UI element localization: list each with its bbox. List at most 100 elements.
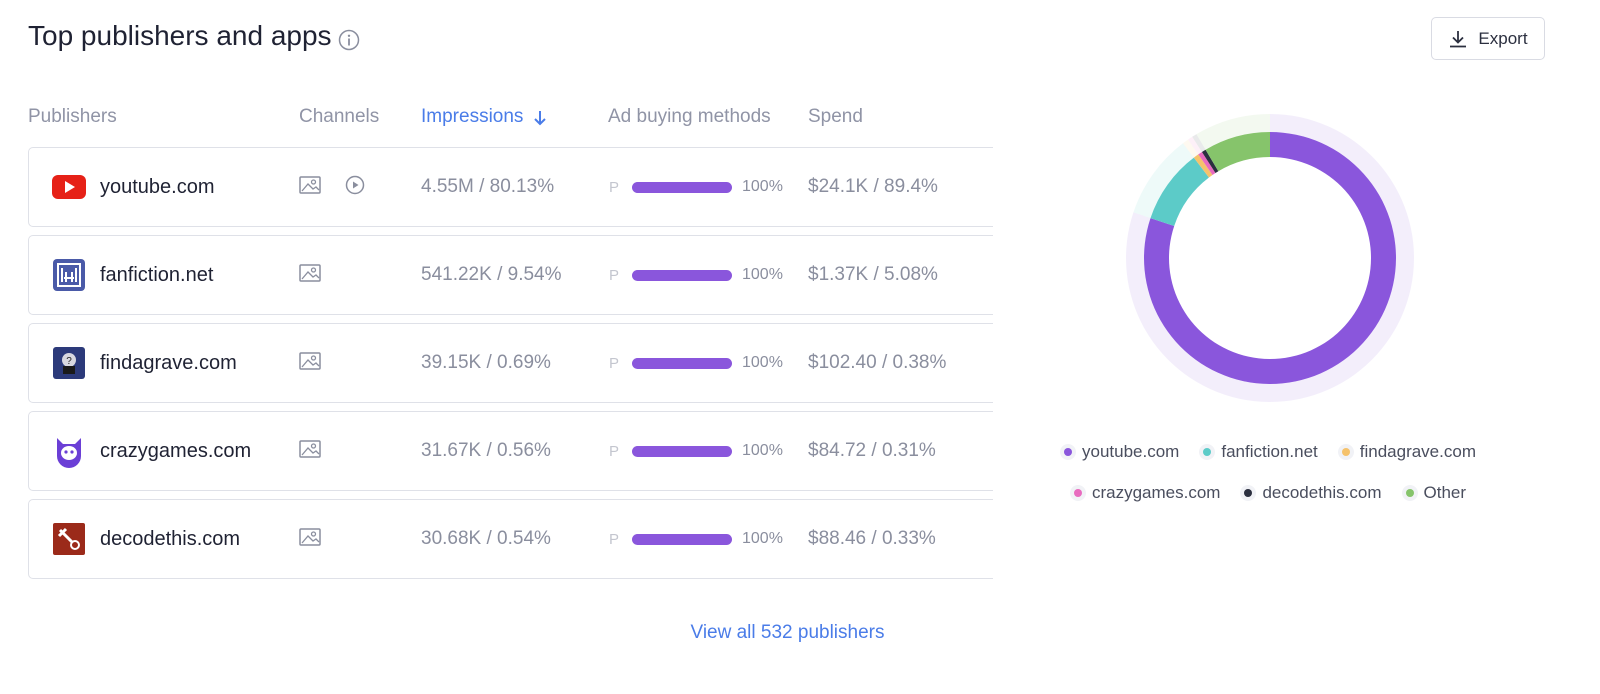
spend: $24.1K / 89.4% xyxy=(808,176,938,197)
column-header: Channels xyxy=(299,106,380,127)
icon-part xyxy=(299,352,321,370)
donut-slice xyxy=(1193,154,1213,178)
buying-method: P xyxy=(609,178,620,196)
legend-dot xyxy=(1073,488,1082,497)
publisher-name: fanfiction.net xyxy=(100,263,214,286)
donut-halo xyxy=(1196,114,1270,150)
icon-part xyxy=(338,29,360,51)
donut-halo xyxy=(1192,134,1206,152)
icon-part xyxy=(64,450,68,454)
legend-label: youtube.com xyxy=(1082,441,1180,461)
display-channel-icon xyxy=(299,264,321,282)
icon-part xyxy=(348,38,350,46)
channels-cell xyxy=(299,236,321,314)
impressions: 4.55M / 80.13% xyxy=(421,176,555,197)
view-all-link[interactable]: View all 532 publishers xyxy=(690,622,885,643)
export-button[interactable]: Export xyxy=(1431,17,1545,60)
legend-dot xyxy=(1341,447,1350,456)
icon-part xyxy=(345,175,365,195)
video-channel-icon xyxy=(345,175,365,195)
channels-cell xyxy=(299,412,321,490)
channels-cell xyxy=(299,148,365,226)
export-label: Export xyxy=(1478,28,1528,48)
legend-item: crazygames.com xyxy=(1073,481,1221,504)
icon-part xyxy=(65,181,75,193)
impressions: 39.15K / 0.69% xyxy=(421,352,551,373)
icon-part xyxy=(53,259,85,291)
legend-label: Other xyxy=(1423,482,1467,502)
legend-item: Other xyxy=(1405,481,1467,504)
legend-label: decodethis.com xyxy=(1262,482,1382,502)
icon-part: ? xyxy=(66,356,72,367)
spend: $88.46 / 0.33% xyxy=(808,528,936,549)
display-channel-icon xyxy=(299,176,321,194)
table-row: fanfiction.net 541.22K / 9.54% P 100% $1.37K… xyxy=(28,235,993,315)
buying-share: 100% xyxy=(742,530,783,547)
footer: View all 532 publishers xyxy=(0,622,1575,644)
publisher-cell: decodethis.com xyxy=(52,500,240,578)
publisher-cell: ? findagrave.com xyxy=(52,324,237,402)
publisher-logo xyxy=(53,259,85,291)
donut-slice xyxy=(1198,151,1216,175)
sort-arrow xyxy=(534,111,547,126)
icon-part xyxy=(57,527,74,544)
legend-dot xyxy=(1203,447,1212,456)
column-header: Ad buying methods xyxy=(608,106,771,127)
buying-share: 100% xyxy=(742,354,783,371)
icon-part xyxy=(70,540,80,550)
legend-label: findagrave.com xyxy=(1359,441,1476,461)
buying-bar xyxy=(632,270,732,281)
legend-label: crazygames.com xyxy=(1091,482,1221,502)
publisher-name: decodethis.com xyxy=(100,527,241,550)
spend: $102.40 / 0.38% xyxy=(808,352,947,373)
donut-slice xyxy=(1150,157,1209,227)
icon-part xyxy=(347,34,351,37)
donut-chart xyxy=(1126,114,1414,402)
icon-part xyxy=(301,271,320,280)
download-icon xyxy=(1450,30,1467,47)
publisher-cell: crazygames.com xyxy=(52,412,251,490)
publisher-logo: ? xyxy=(53,347,85,379)
legend-dot xyxy=(1244,488,1253,497)
publisher-name: findagrave.com xyxy=(100,351,237,374)
legend-dot xyxy=(1064,447,1072,456)
legend-item: decodethis.com xyxy=(1244,481,1382,504)
column-header-sorted[interactable]: Impressions xyxy=(421,106,547,128)
icon-part xyxy=(310,443,317,449)
icon-part xyxy=(301,447,320,456)
icon-part xyxy=(61,268,77,282)
buying-bar xyxy=(632,446,732,457)
icon-part xyxy=(310,531,317,537)
legend: youtube.com fanfiction.net findagrave.com c… xyxy=(1030,440,1510,504)
buying-method: P xyxy=(609,442,620,460)
info-icon[interactable] xyxy=(338,29,360,51)
column-header: Publishers xyxy=(28,106,117,127)
icon-part xyxy=(310,267,317,273)
channels-cell xyxy=(299,324,321,402)
impressions: 30.68K / 0.54% xyxy=(421,528,551,549)
icon-part xyxy=(299,440,321,458)
publisher-logo xyxy=(53,523,85,555)
display-channel-icon xyxy=(299,528,321,546)
impressions: 541.22K / 9.54% xyxy=(421,264,562,285)
table-row: crazygames.com 31.67K / 0.56% P 100% $84.72 … xyxy=(28,411,993,491)
channels-cell xyxy=(299,500,321,578)
buying-method: P xyxy=(609,530,620,548)
icon-part xyxy=(310,179,317,185)
buying-method: P xyxy=(609,266,620,284)
table-body: youtube.com 4.55M / 80.13% P 100% $24.1K / 8… xyxy=(28,147,993,579)
publisher-name: crazygames.com xyxy=(100,439,252,462)
buying-share: 100% xyxy=(742,266,783,283)
donut-slice xyxy=(1201,149,1219,173)
icon-part xyxy=(299,264,321,282)
donut-slice xyxy=(1205,132,1270,172)
buying-bar xyxy=(632,182,732,193)
publisher-name: youtube.com xyxy=(100,175,215,198)
publisher-cell: youtube.com xyxy=(52,148,215,226)
table-row: ? findagrave.com 39.15K / 0.69% P 100% $102.4… xyxy=(28,323,993,403)
publisher-cell: fanfiction.net xyxy=(52,236,213,314)
icon-part xyxy=(301,183,320,192)
publisher-logo xyxy=(52,175,86,199)
icon-part xyxy=(1450,30,1467,47)
icon-part xyxy=(299,176,321,194)
